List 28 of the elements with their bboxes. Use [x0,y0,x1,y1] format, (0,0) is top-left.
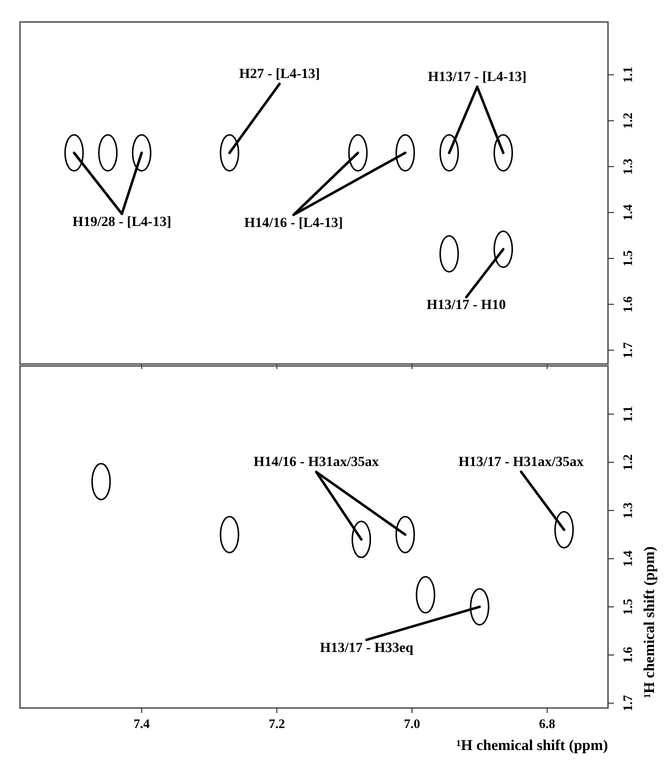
y-tick-label: 1.4 [620,550,635,567]
y-tick-label: 1.2 [620,454,635,470]
y-tick-label: 1.6 [620,296,635,312]
y-tick-label: 1.1 [620,406,635,422]
text: H19/28 - [L4-13] [72,214,172,230]
text: H13/17 - [L4-13] [428,70,527,85]
y-tick-label: 1.6 [620,646,635,664]
text: H14/16 - [L4-13] [244,216,343,231]
x-tick-label: 7.4 [134,716,150,731]
y-tick-label: 1.2 [620,112,635,129]
y-tick-label: 1.3 [620,158,635,175]
text: H13/17 - H31ax/35ax [458,454,584,470]
text: H27 - [L4-13] [239,66,320,82]
y-tick-label: 1.7 [620,694,635,712]
y-axis-title: ¹H chemical shift (ppm) [642,546,658,698]
x-tick-label: 7.0 [404,716,420,731]
x-tick-label: 7.2 [268,716,285,731]
y-tick-label: 1.7 [620,342,635,358]
y-tick-label: 1.1 [620,66,635,83]
y-tick-label: 1.5 [620,250,635,267]
x-axis-title: ¹H chemical shift (ppm) [456,738,608,754]
text: H13/17 - H10 [426,298,506,314]
x-tick-label: 6.8 [539,716,556,731]
text: H13/17 - H33eq [320,640,414,656]
y-tick-label: 1.5 [620,598,635,615]
text: H14/16 - H31ax/35ax [254,455,379,470]
y-tick-label: 1.4 [620,204,635,221]
y-tick-label: 1.3 [620,502,635,519]
